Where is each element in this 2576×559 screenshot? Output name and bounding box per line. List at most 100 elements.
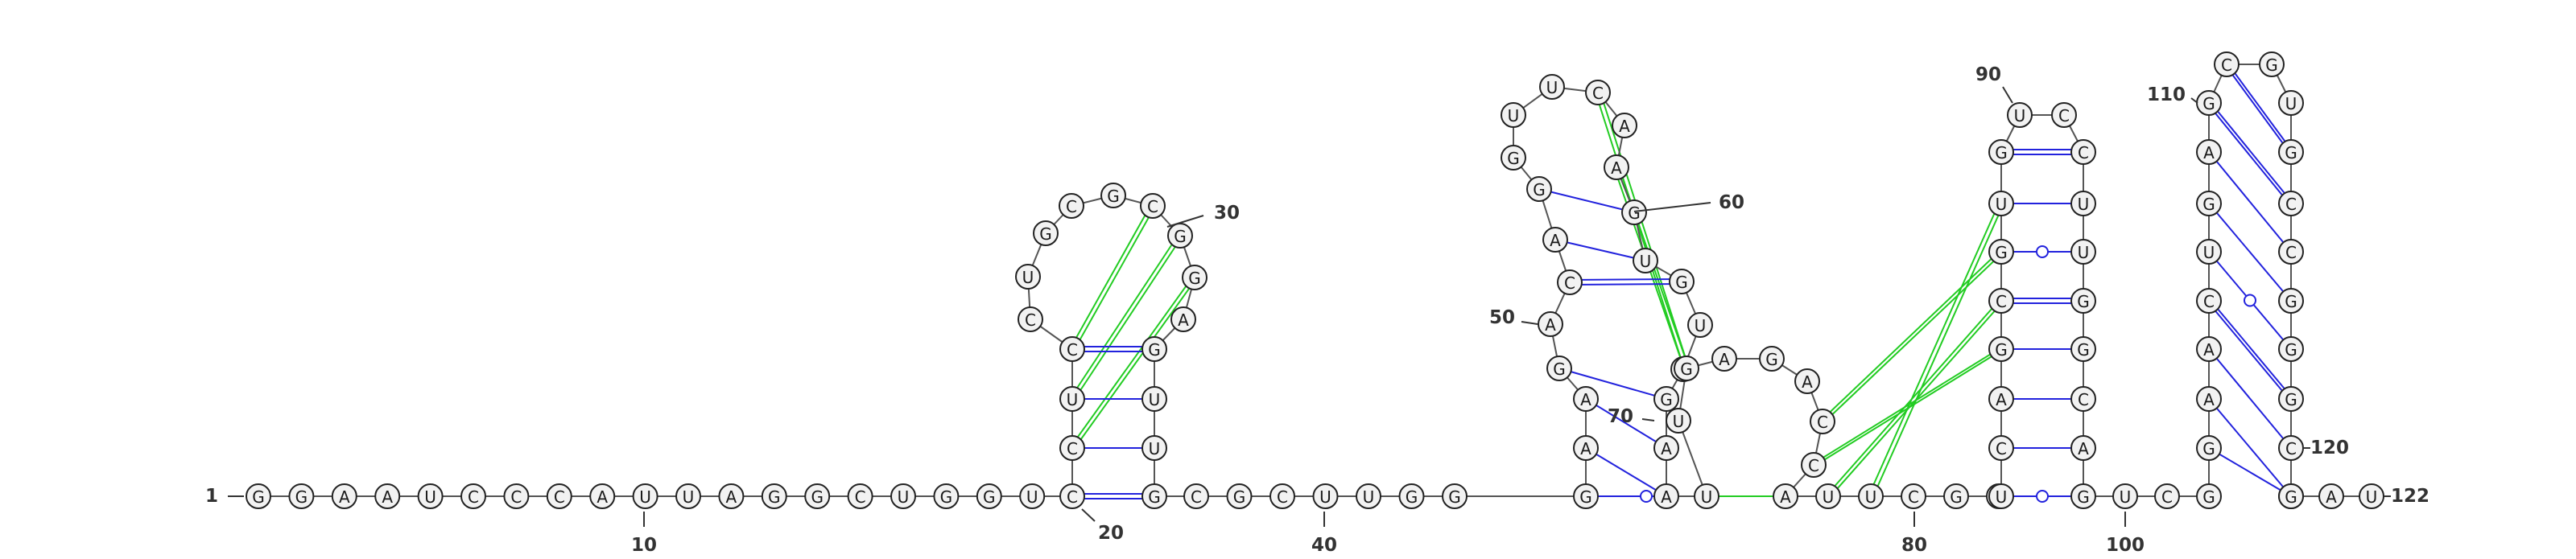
svg-text:G: G — [1406, 487, 1418, 507]
nucleotide-3: A — [331, 483, 357, 509]
position-tick-60 — [1633, 202, 1711, 212]
nucleotide-31: G — [1182, 265, 1208, 290]
svg-text:C: C — [2285, 439, 2297, 458]
nucleotide-101: G — [2196, 435, 2222, 461]
svg-text:G: G — [1174, 227, 1187, 246]
svg-text:C: C — [1067, 340, 1078, 360]
svg-text:C: C — [2285, 195, 2297, 214]
svg-text:C: C — [1067, 439, 1078, 458]
nucleotide-55: C — [1585, 80, 1611, 105]
svg-text:C: C — [554, 487, 565, 507]
svg-text:U: U — [1149, 390, 1161, 409]
base-pair — [1554, 239, 1646, 261]
svg-text:C: C — [1067, 487, 1078, 507]
svg-text:C: C — [2078, 143, 2089, 162]
position-tick-110 — [2190, 97, 2198, 104]
nucleotide-122: U — [2359, 483, 2384, 509]
svg-text:U: U — [2203, 243, 2215, 262]
nucleotide-22: U — [1059, 386, 1085, 412]
nucleotide-110: G — [2259, 51, 2285, 77]
nucleotide-80: U — [1988, 483, 2014, 509]
svg-text:U: U — [1546, 78, 1558, 97]
svg-text:A: A — [2326, 487, 2337, 507]
svg-text:G: G — [1680, 360, 1693, 379]
svg-text:A: A — [726, 487, 737, 507]
svg-text:G: G — [2285, 143, 2297, 162]
svg-text:G: G — [2285, 390, 2297, 409]
pseudoknot-pair — [1069, 277, 1193, 449]
base-pair-gc — [2226, 66, 2292, 155]
nucleotide-67: U — [1666, 408, 1691, 434]
svg-text:G: G — [1148, 487, 1161, 507]
nucleotide-41: U — [1356, 483, 1381, 509]
svg-text:C: C — [1908, 487, 1919, 507]
nucleotide-52: G — [1501, 145, 1526, 171]
position-label-40: 40 — [1311, 535, 1337, 556]
svg-text:U: U — [1701, 487, 1713, 507]
nucleotide-54: U — [1539, 74, 1565, 100]
position-label-90: 90 — [1975, 64, 2001, 85]
nucleotide-70: G — [1759, 346, 1785, 372]
nucleotide-85: G — [1988, 239, 2014, 265]
nucleotide-95: C — [2070, 386, 2096, 412]
position-label-60: 60 — [1719, 192, 1744, 213]
svg-text:A: A — [1580, 390, 1591, 409]
nucleotide-92: U — [2070, 239, 2096, 265]
svg-text:A: A — [1580, 439, 1591, 458]
nucleotide-111: U — [2278, 90, 2304, 116]
nucleotide-29: C — [1140, 193, 1166, 219]
svg-text:U: U — [1508, 106, 1520, 125]
wobble-marker — [2036, 245, 2049, 258]
nucleotide-27: C — [1059, 193, 1084, 219]
wobble-marker — [2036, 490, 2049, 503]
position-label-20: 20 — [1098, 523, 1124, 544]
base-pair — [2208, 447, 2292, 497]
nucleotide-120: G — [2278, 483, 2304, 509]
svg-text:U: U — [683, 487, 695, 507]
svg-text:U: U — [1319, 487, 1331, 507]
nucleotide-13: G — [761, 483, 787, 509]
nucleotide-117: G — [2278, 386, 2304, 412]
nucleotide-64: A — [1653, 435, 1679, 461]
svg-text:U: U — [1673, 412, 1685, 431]
position-tick-50 — [1521, 321, 1538, 325]
svg-text:G: G — [940, 487, 953, 507]
nucleotide-106: G — [2196, 191, 2222, 216]
svg-text:G: G — [811, 487, 824, 507]
nucleotide-28: G — [1100, 183, 1126, 208]
pseudoknot-pair — [1600, 92, 1690, 369]
nucleotide-60: G — [1669, 269, 1695, 294]
svg-text:G: G — [1188, 269, 1201, 288]
svg-text:C: C — [1996, 292, 2007, 311]
svg-text:G: G — [983, 487, 996, 507]
nucleotide-35: U — [1141, 435, 1167, 461]
nucleotide-76: U — [1858, 483, 1884, 509]
nucleotide-114: C — [2278, 239, 2304, 265]
svg-text:G: G — [2202, 439, 2215, 458]
nucleotide-17: G — [933, 483, 960, 509]
nucleotide-19: U — [1019, 483, 1046, 509]
nucleotide-91: U — [2070, 191, 2096, 216]
pseudoknot-pair — [1069, 205, 1151, 350]
nucleotide-77: C — [1901, 483, 1926, 509]
svg-text:U: U — [1823, 487, 1835, 507]
nucleotide-21: C — [1059, 435, 1085, 461]
nucleotide-44: G — [1573, 483, 1599, 509]
svg-text:G: G — [1148, 340, 1161, 360]
svg-text:G: G — [1660, 390, 1673, 409]
nucleotide-49: C — [1557, 269, 1583, 295]
svg-text:C: C — [1996, 439, 2007, 458]
svg-text:G: G — [1533, 180, 1546, 199]
nucleotide-88: U — [2007, 102, 2033, 128]
nucleotide-96: A — [2070, 435, 2096, 461]
svg-text:U: U — [1022, 268, 1034, 287]
svg-text:C: C — [2078, 390, 2089, 409]
base-pair-gc — [2208, 105, 2292, 207]
svg-text:G: G — [1233, 487, 1246, 507]
position-label-1: 1 — [205, 486, 218, 507]
backbone — [258, 64, 2372, 497]
svg-text:G: G — [1995, 340, 2008, 360]
